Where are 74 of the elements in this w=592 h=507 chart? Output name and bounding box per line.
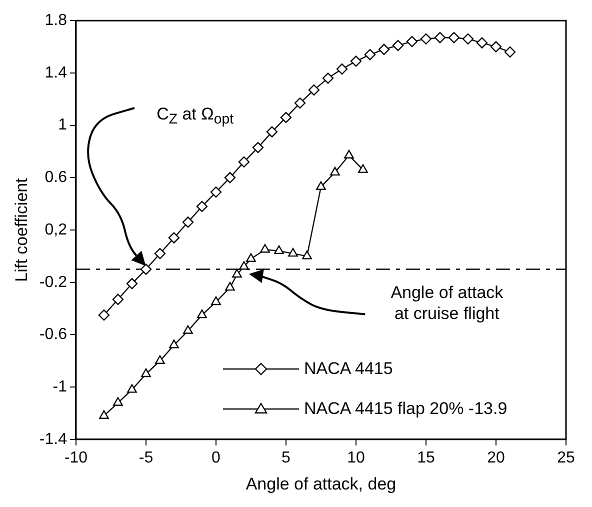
point — [350, 56, 362, 67]
x-axis-title: Angle of attack, deg — [246, 474, 396, 494]
point — [294, 97, 306, 109]
point — [266, 126, 278, 138]
point — [344, 150, 354, 158]
point — [364, 49, 376, 60]
point — [504, 46, 516, 58]
y-tick-label: -0.6 — [39, 326, 68, 344]
point — [98, 309, 110, 321]
point — [232, 268, 242, 278]
point — [140, 264, 152, 275]
y-tick-label: 1.8 — [44, 12, 68, 30]
y-tick-label: 0.6 — [44, 169, 68, 186]
point — [239, 261, 249, 270]
annotation: Angle of attack at cruise flight — [390, 282, 504, 324]
x-tick-label: 0 — [212, 449, 221, 466]
y-tick-label: -0.2 — [39, 274, 68, 291]
point — [302, 250, 312, 260]
point — [169, 340, 179, 348]
y-tick-label: 1.4 — [44, 64, 68, 82]
point — [420, 33, 432, 45]
point — [196, 200, 208, 212]
point — [99, 410, 109, 419]
point — [336, 63, 348, 75]
point — [224, 172, 236, 184]
point — [274, 245, 284, 254]
point — [141, 368, 151, 378]
x-tick-label: 5 — [282, 449, 291, 466]
point — [358, 164, 368, 173]
point — [316, 181, 326, 190]
point — [330, 166, 340, 176]
point — [155, 355, 165, 364]
y-tick-label: 1 — [58, 116, 68, 134]
x-tick-label: 25 — [557, 449, 575, 466]
y-axis-title: Lift coefficient — [12, 178, 31, 282]
y-tick-label: 0,2 — [44, 221, 68, 238]
point — [126, 278, 138, 290]
legend-label: NACA 4415 — [304, 359, 393, 380]
point — [308, 84, 320, 96]
point — [260, 244, 270, 253]
point — [252, 142, 264, 154]
point — [406, 36, 418, 48]
point — [392, 40, 404, 52]
x-tick-label: 15 — [417, 449, 435, 466]
x-tick-label: -10 — [64, 449, 88, 466]
point — [378, 44, 390, 55]
point — [211, 296, 221, 306]
point — [183, 325, 193, 334]
point — [127, 384, 137, 393]
point — [112, 294, 124, 305]
point — [490, 41, 502, 52]
point — [476, 37, 488, 48]
point — [434, 32, 446, 44]
point — [197, 309, 207, 318]
point — [113, 397, 123, 406]
point — [246, 253, 256, 262]
point — [154, 248, 166, 260]
point — [210, 186, 222, 198]
annotation: C$_{Z}$ at Ω$_{opt}$ — [156, 104, 234, 130]
point — [288, 248, 298, 257]
point — [182, 216, 194, 228]
point — [448, 32, 460, 44]
point — [225, 282, 235, 291]
point — [462, 33, 474, 45]
legend-label: NACA 4415 flap 20% -13.9 — [304, 399, 508, 420]
x-tick-label: -5 — [138, 449, 154, 466]
point — [322, 72, 334, 84]
y-tick-label: -1.4 — [39, 430, 68, 448]
x-tick-label: 10 — [347, 449, 365, 466]
point — [238, 156, 250, 168]
x-tick-label: 20 — [487, 449, 505, 466]
point — [280, 112, 292, 124]
point — [168, 232, 180, 244]
y-tick-label: -1 — [52, 378, 68, 396]
